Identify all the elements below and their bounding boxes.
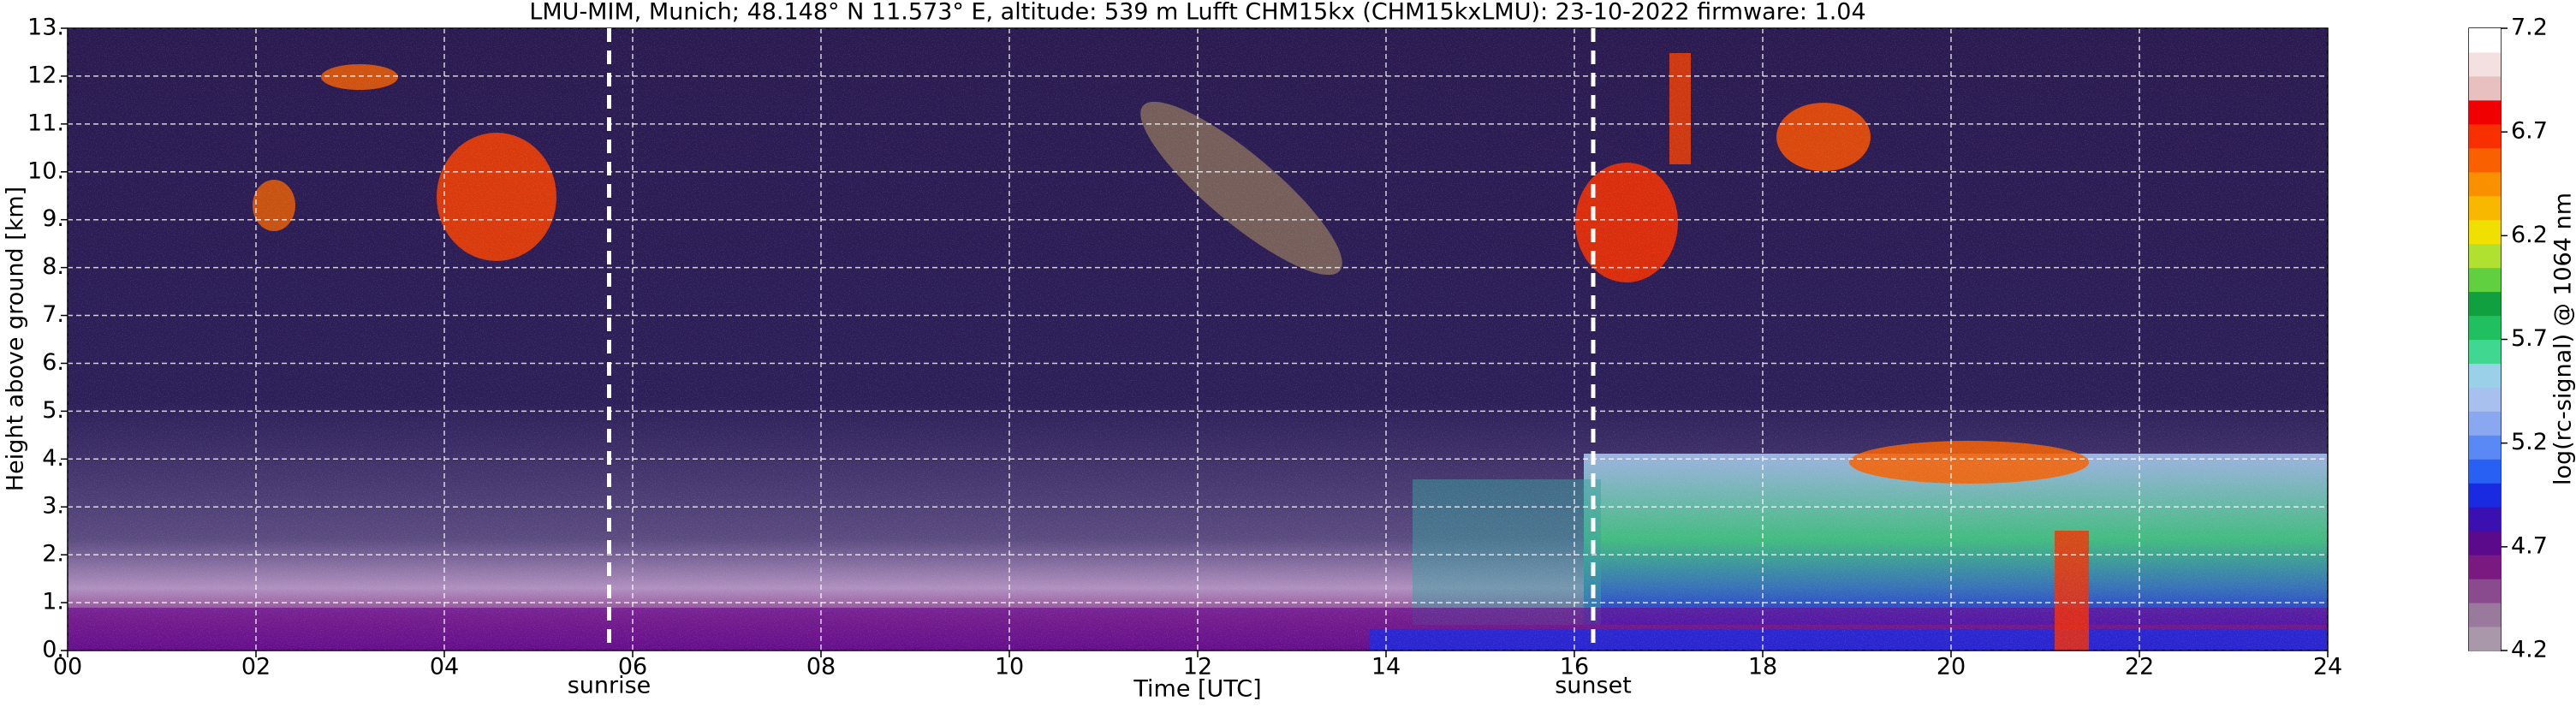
x-tick-label: 18 [1748, 654, 1777, 680]
annotation-label: sunset [1555, 673, 1632, 699]
x-tick-label: 02 [241, 654, 271, 680]
x-tick-label: 04 [430, 654, 459, 680]
colorbar-band [2469, 75, 2501, 101]
colorbar-tick-label: 6.7 [2511, 118, 2548, 145]
colorbar-label: log(rc-signal) @ 1064 nm [2550, 193, 2576, 485]
colorbar-band [2469, 219, 2501, 245]
colorbar-band [2469, 267, 2501, 293]
x-tick-label: 24 [2313, 654, 2342, 680]
colorbar-band [2469, 291, 2501, 317]
colorbar-band [2469, 51, 2501, 77]
colorbar-tick-label: 4.7 [2511, 532, 2548, 559]
y-tick-label: 1. [42, 589, 64, 615]
colorbar-band [2469, 339, 2501, 364]
x-tick-label: 20 [1936, 654, 1966, 680]
colorbar-band [2469, 603, 2501, 627]
colorbar-band [2469, 579, 2501, 603]
colorbar-band [2469, 627, 2501, 651]
x-axis-label: Time [UTC] [1133, 676, 1261, 703]
x-tick-label: 10 [995, 654, 1024, 680]
colorbar-band [2469, 363, 2501, 388]
colorbar-band [2469, 507, 2501, 532]
y-tick-label: 9. [42, 205, 64, 232]
colorbar-tick-label: 6.2 [2511, 222, 2548, 248]
colorbar-band [2469, 459, 2501, 484]
colorbar-band [2469, 483, 2501, 508]
x-tick-label: 06 [618, 654, 647, 680]
colorbar-band [2469, 123, 2501, 149]
colorbar-tick-label: 7.2 [2511, 15, 2548, 41]
y-axis-label: Height above ground [km] [3, 187, 29, 491]
colorbar-band [2469, 99, 2501, 125]
x-tick-label: 14 [1371, 654, 1401, 680]
y-tick-label: 11. [27, 110, 64, 136]
colorbar-tick-label: 5.2 [2511, 429, 2548, 455]
colorbar-band [2469, 387, 2501, 412]
y-tick-label: 0. [42, 637, 64, 663]
colorbar-band [2469, 243, 2501, 269]
y-tick-label: 4. [42, 445, 64, 472]
y-tick-label: 6. [42, 349, 64, 376]
colorbar-band [2469, 531, 2501, 556]
colorbar-tick-label: 4.2 [2511, 637, 2548, 663]
colorbar-band [2469, 147, 2501, 173]
colorbar-band [2469, 435, 2501, 460]
y-tick-label: 12. [27, 62, 64, 88]
y-tick-label: 13. [27, 15, 64, 41]
y-tick-label: 7. [42, 301, 64, 328]
x-tick-label: 22 [2125, 654, 2154, 680]
colorbar-band [2469, 171, 2501, 197]
y-tick-label: 10. [27, 157, 64, 184]
colorbar-band [2469, 411, 2501, 436]
x-tick-label: 00 [53, 654, 82, 680]
y-tick-label: 3. [42, 493, 64, 520]
y-tick-label: 5. [42, 397, 64, 424]
x-tick-label: 12 [1183, 654, 1212, 680]
y-tick-label: 2. [42, 541, 64, 567]
colorbar-band [2469, 28, 2501, 53]
colorbar-band [2469, 195, 2501, 221]
colorbar-band [2469, 315, 2501, 340]
colorbar-tick-label: 5.7 [2511, 325, 2548, 352]
x-tick-label: 16 [1560, 654, 1589, 680]
chart-title: LMU-MIM, Munich; 48.148° N 11.573° E, al… [529, 0, 1865, 26]
x-tick-label: 08 [806, 654, 836, 680]
colorbar-band [2469, 555, 2501, 579]
y-tick-label: 8. [42, 253, 64, 280]
annotation-label: sunrise [568, 673, 651, 699]
